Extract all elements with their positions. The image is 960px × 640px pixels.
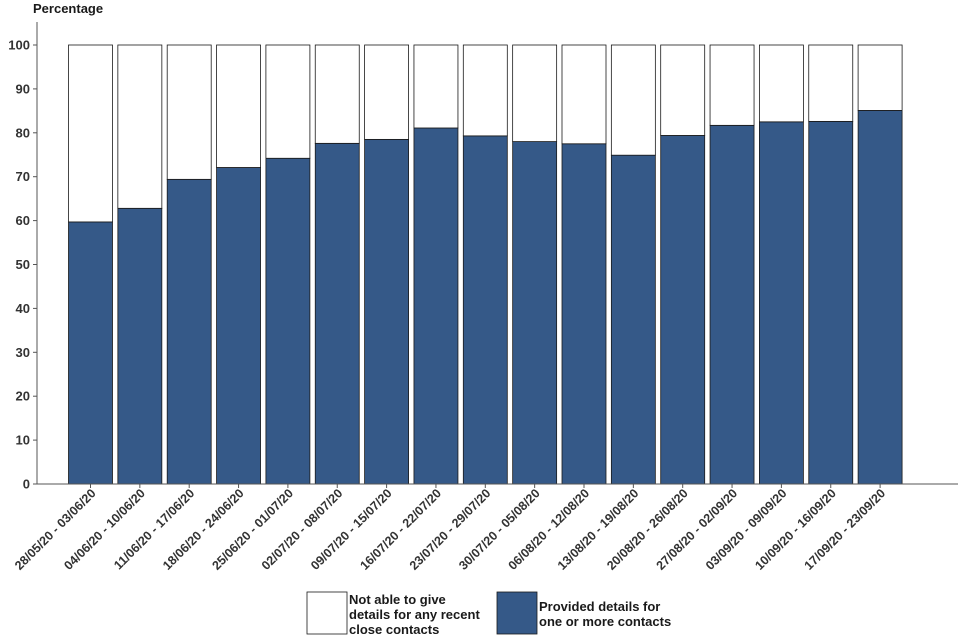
bar-not-able-to-give (759, 44, 804, 123)
bar-not-able-to-give (314, 44, 360, 144)
bar-not-able-to-give (512, 44, 558, 142)
bar-not-able-to-give (660, 44, 706, 136)
y-tick-label: 50 (16, 257, 30, 272)
legend-label-not-able-to-give: Not able to give (349, 592, 446, 607)
bar-provided-details (117, 207, 163, 485)
bar-provided-details (314, 142, 360, 485)
bar-not-able-to-give (610, 44, 656, 156)
y-tick-label: 30 (16, 345, 30, 360)
y-tick-label: 60 (16, 213, 30, 228)
bar-provided-details (68, 221, 113, 485)
bar-provided-details (610, 154, 656, 485)
y-tick-label: 20 (16, 389, 30, 404)
bar-provided-details (364, 138, 410, 485)
bar-provided-details (216, 167, 261, 485)
bar-not-able-to-give (561, 44, 607, 145)
bar-not-able-to-give (68, 44, 113, 223)
bar-provided-details (413, 127, 459, 485)
bar-provided-details (166, 178, 212, 485)
y-tick-label: 80 (16, 125, 30, 140)
bar-provided-details (265, 157, 311, 485)
legend-swatch-not-able-to-give (306, 591, 348, 635)
y-tick-label: 40 (16, 301, 30, 316)
bar-not-able-to-give (265, 44, 311, 159)
legend-label-not-able-to-give: details for any recent (349, 607, 480, 622)
bar-not-able-to-give (364, 44, 410, 140)
y-tick-label: 10 (16, 433, 30, 448)
bar-not-able-to-give (216, 44, 261, 168)
bar-not-able-to-give (166, 44, 212, 180)
y-axis: 0 10 20 30 40 50 60 70 80 90 100 (8, 22, 38, 492)
bar-not-able-to-give (462, 44, 508, 137)
bar-provided-details (759, 121, 804, 485)
bar-provided-details (561, 143, 607, 485)
bar-provided-details (660, 135, 706, 485)
bar-provided-details (709, 124, 755, 485)
bars (68, 44, 903, 485)
y-tick-label: 70 (16, 169, 30, 184)
bar-provided-details (808, 120, 854, 485)
y-axis-label: Percentage (33, 1, 103, 16)
bar-not-able-to-give (808, 44, 854, 122)
bar-not-able-to-give (117, 44, 163, 209)
bar-not-able-to-give (709, 44, 755, 126)
bar-provided-details (462, 135, 508, 485)
bar-provided-details (857, 110, 903, 485)
bar-provided-details (512, 141, 558, 485)
x-tick-label: 28/05/20 - 03/06/20 (12, 486, 99, 573)
legend-label-provided-details: one or more contacts (539, 614, 671, 629)
legend-label-not-able-to-give: close contacts (349, 622, 439, 637)
legend-swatch-provided-details (496, 591, 538, 635)
y-tick-label: 100 (8, 38, 30, 53)
legend-label-provided-details: Provided details for (539, 599, 660, 614)
bar-not-able-to-give (413, 44, 459, 129)
legend: Not able to give details for any recent … (306, 591, 671, 637)
y-tick-label: 90 (16, 81, 30, 96)
y-tick-label: 0 (23, 477, 30, 492)
bar-not-able-to-give (857, 44, 903, 111)
